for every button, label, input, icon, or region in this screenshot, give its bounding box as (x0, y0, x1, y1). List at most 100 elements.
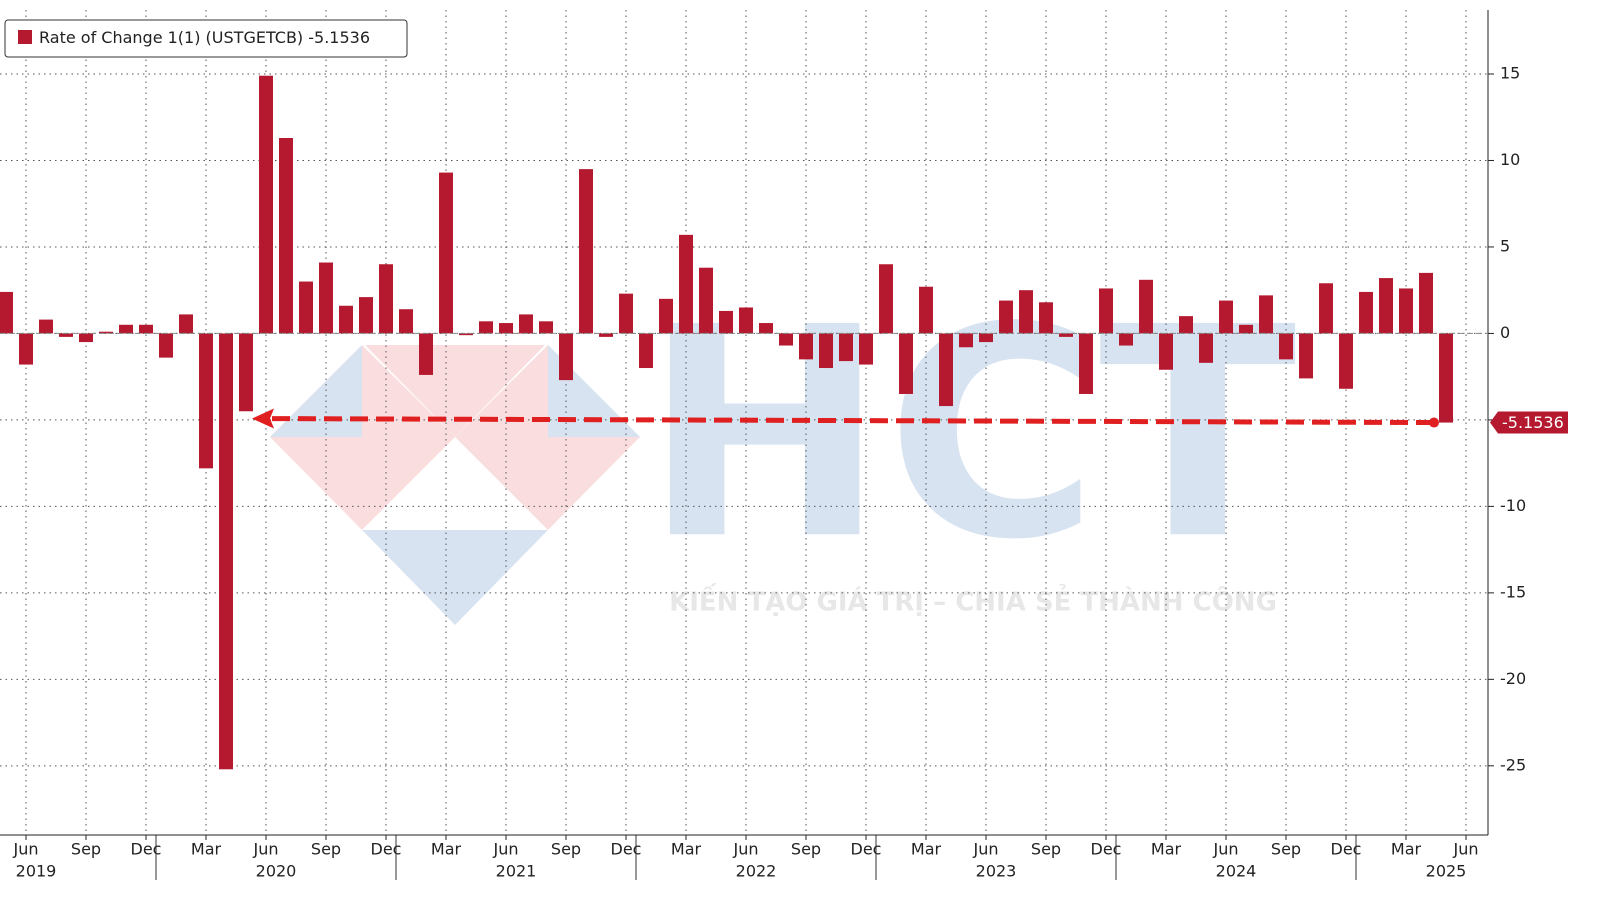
logo-shape (455, 345, 640, 530)
x-year-label: 2021 (496, 862, 537, 881)
bar (1139, 279, 1153, 334)
x-year-label: 2024 (1216, 862, 1257, 881)
bar (1279, 333, 1293, 360)
bar (719, 310, 733, 334)
legend-value: -5.1536 (308, 28, 370, 47)
logo-shape (362, 530, 548, 625)
x-tick-label: Jun (253, 840, 279, 859)
bar (99, 331, 113, 334)
bar (959, 333, 973, 348)
y-tick-label: 0 (1500, 323, 1510, 342)
annotation-dot (1429, 417, 1439, 428)
bar (459, 333, 473, 336)
bar (79, 333, 93, 343)
legend-label: Rate of Change 1(1) (USTGETCB) -5.1536 (39, 28, 370, 47)
bar (899, 333, 913, 394)
x-tick-label: Dec (1091, 840, 1122, 859)
bar (1299, 333, 1313, 379)
bar (1399, 288, 1413, 334)
x-tick-label: Jun (493, 840, 519, 859)
bar (639, 333, 653, 369)
y-tick-label: -20 (1500, 669, 1526, 688)
bar (0, 291, 13, 334)
y-tick-label: 10 (1500, 150, 1520, 169)
x-tick-label: Dec (1331, 840, 1362, 859)
bar (539, 321, 553, 334)
x-tick-label: Sep (791, 840, 821, 859)
bar (219, 333, 233, 770)
bar (239, 333, 253, 412)
bar (739, 307, 753, 334)
x-tick-label: Sep (1271, 840, 1301, 859)
bar (439, 172, 453, 334)
y-tick-label: -15 (1500, 582, 1526, 601)
x-tick-label: Jun (1213, 840, 1239, 859)
annotation-arrow (265, 416, 1435, 426)
bar (419, 333, 433, 375)
x-tick-label: Jun (733, 840, 759, 859)
last-value-box (1490, 411, 1568, 434)
x-tick-label: Dec (131, 840, 162, 859)
x-tick-label: Jun (1453, 840, 1479, 859)
bar (159, 333, 173, 358)
bar (919, 286, 933, 334)
bar (499, 323, 513, 334)
bar (359, 297, 373, 334)
x-tick-label: Mar (431, 840, 462, 859)
x-tick-label: Sep (551, 840, 581, 859)
bar (819, 333, 833, 369)
x-tick-label: Mar (191, 840, 222, 859)
bar (1019, 290, 1033, 334)
bar (39, 319, 53, 334)
bar (379, 264, 393, 334)
x-tick-label: Sep (311, 840, 341, 859)
bar (1339, 333, 1353, 389)
x-year-label: 2023 (976, 862, 1017, 881)
x-tick-label: Dec (371, 840, 402, 859)
bar (479, 321, 493, 334)
x-tick-label: Mar (1391, 840, 1422, 859)
axes: 151050-5-10-15-20-25JunSepDecMarJunSepDe… (0, 10, 1568, 881)
bar (1119, 333, 1133, 346)
bar (279, 137, 293, 334)
bar (999, 300, 1013, 334)
bar (679, 234, 693, 334)
bar (1239, 324, 1253, 334)
annotation-arrowhead (252, 408, 274, 429)
bar (319, 262, 333, 334)
legend-box (4, 19, 408, 58)
x-year-label: 2019 (16, 862, 57, 881)
y-tick-label: -25 (1500, 755, 1526, 774)
bar (399, 309, 413, 334)
bar (799, 333, 813, 360)
bar (199, 333, 213, 469)
x-tick-label: Dec (851, 840, 882, 859)
bar (59, 333, 73, 337)
bar (1199, 333, 1213, 363)
x-tick-label: Mar (1151, 840, 1182, 859)
bar (759, 323, 773, 334)
x-tick-label: Jun (973, 840, 999, 859)
y-tick-label: 5 (1500, 236, 1510, 255)
bar (119, 324, 133, 334)
bar (879, 264, 893, 334)
bar (179, 314, 193, 334)
bar (1179, 316, 1193, 334)
legend-swatch (18, 30, 32, 44)
bar (339, 305, 353, 334)
bar (579, 169, 593, 334)
bar (1059, 333, 1073, 337)
bar (859, 333, 873, 365)
bar (979, 333, 993, 343)
bar (1219, 300, 1233, 334)
x-tick-label: Sep (1031, 840, 1061, 859)
bar (939, 333, 953, 407)
legend: Rate of Change 1(1) (USTGETCB) -5.1536 (4, 19, 408, 58)
x-tick-label: Mar (671, 840, 702, 859)
bar (299, 281, 313, 334)
bar (559, 333, 573, 381)
bar (1079, 333, 1093, 394)
x-tick-label: Jun (13, 840, 39, 859)
x-year-label: 2020 (256, 862, 297, 881)
bar (599, 333, 613, 337)
